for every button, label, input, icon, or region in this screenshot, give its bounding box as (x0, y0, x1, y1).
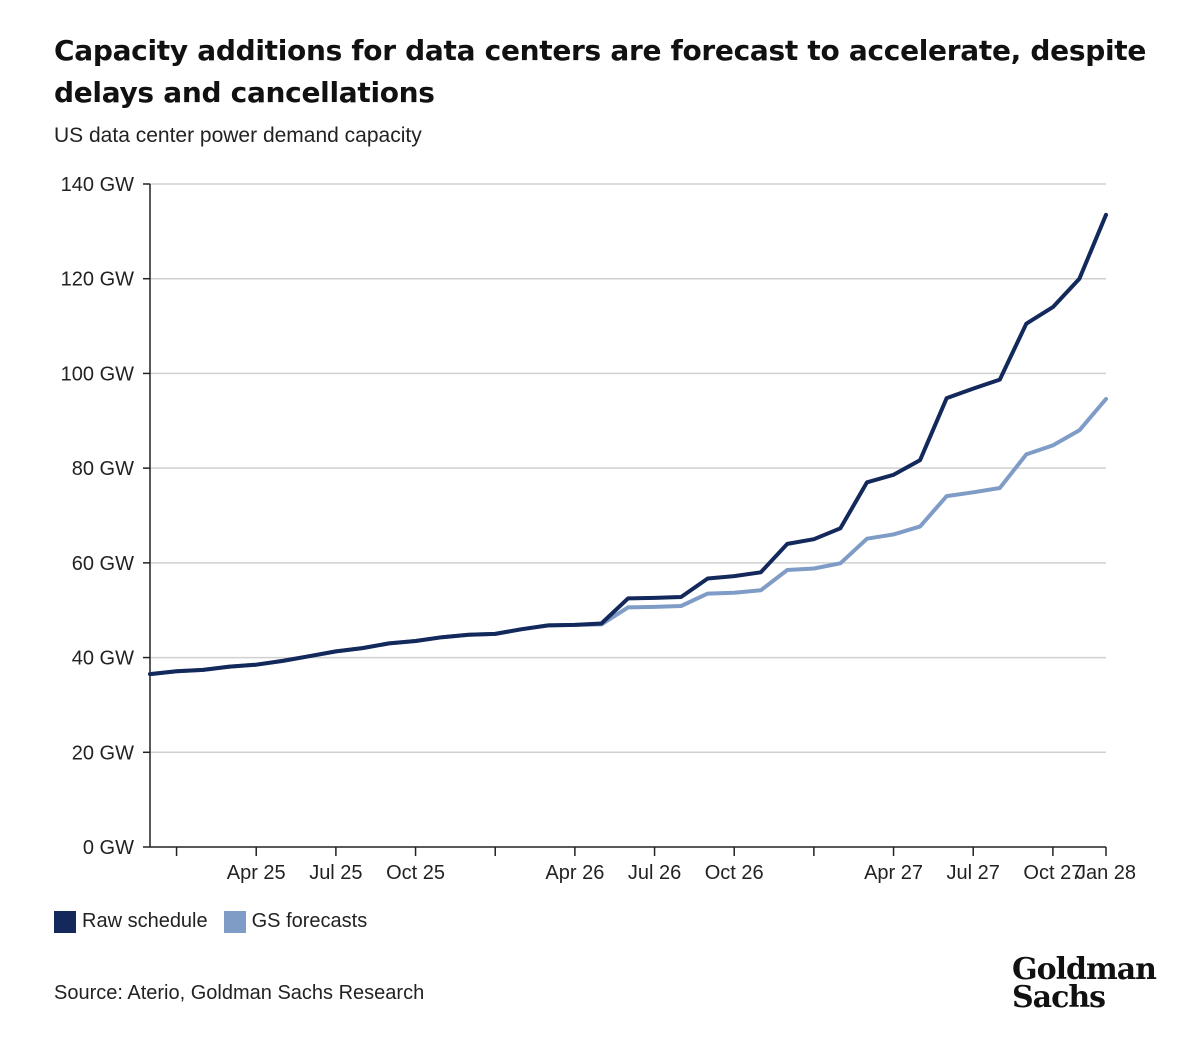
legend-label-gs-forecasts: GS forecasts (251, 910, 368, 932)
x-tick-label-1: Apr 25 (227, 862, 286, 884)
x-tick-label-11: Oct 27 (1023, 862, 1082, 884)
y-tick-label-0: 0 GW (83, 837, 134, 859)
axes (143, 183, 1107, 856)
gridlines (150, 183, 1106, 754)
y-tick-label-140: 140 GW (61, 174, 134, 196)
x-tick-label-6: Jul 26 (628, 862, 681, 884)
legend: Raw schedule GS forecasts (54, 910, 383, 933)
y-tick-label-80: 80 GW (72, 458, 134, 480)
x-tick-label-9: Apr 27 (864, 862, 923, 884)
y-tick-label-40: 40 GW (72, 648, 134, 670)
line-chart: 0 GW 20 GW 40 GW 60 GW 80 GW 100 GW 120 GW 140 … (61, 174, 1136, 884)
legend-swatch-gs-forecasts (223, 910, 246, 933)
goldman-sachs-logo: Goldman Sachs (1012, 952, 1157, 1015)
tick-labels: 0 GW 20 GW 40 GW 60 GW 80 GW 100 GW 120 GW 140 … (61, 174, 1136, 884)
source-note: Source: Aterio, Goldman Sachs Research (54, 982, 425, 1004)
legend-item-raw-schedule[interactable]: Raw schedule (54, 910, 208, 933)
x-tick-label-7: Oct 26 (705, 862, 764, 884)
x-tick-label-5: Apr 26 (545, 862, 604, 884)
legend-item-gs-forecasts[interactable]: GS forecasts (223, 910, 368, 933)
y-tick-label-20: 20 GW (72, 742, 134, 764)
x-tick-label-12: Jan 28 (1076, 862, 1136, 884)
logo-line-1: Goldman (1012, 952, 1157, 987)
legend-swatch-raw-schedule (54, 910, 76, 933)
chart-subtitle: US data center power demand capacity (54, 124, 422, 147)
y-tick-label-100: 100 GW (61, 363, 134, 385)
series-line-gs-forecasts (148, 397, 1108, 677)
series-line-raw-schedule (148, 212, 1108, 677)
logo-line-2: Sachs (1012, 980, 1106, 1015)
x-tick-label-10: Jul 27 (947, 862, 1000, 884)
x-tick-label-3: Oct 25 (386, 862, 445, 884)
series-lines (148, 212, 1108, 677)
legend-label-raw-schedule: Raw schedule (82, 910, 208, 932)
y-tick-label-120: 120 GW (61, 269, 134, 291)
x-tick-label-2: Jul 25 (309, 862, 362, 884)
y-tick-label-60: 60 GW (72, 553, 134, 575)
chart-title: Capacity additions for data centers are … (54, 34, 1147, 109)
